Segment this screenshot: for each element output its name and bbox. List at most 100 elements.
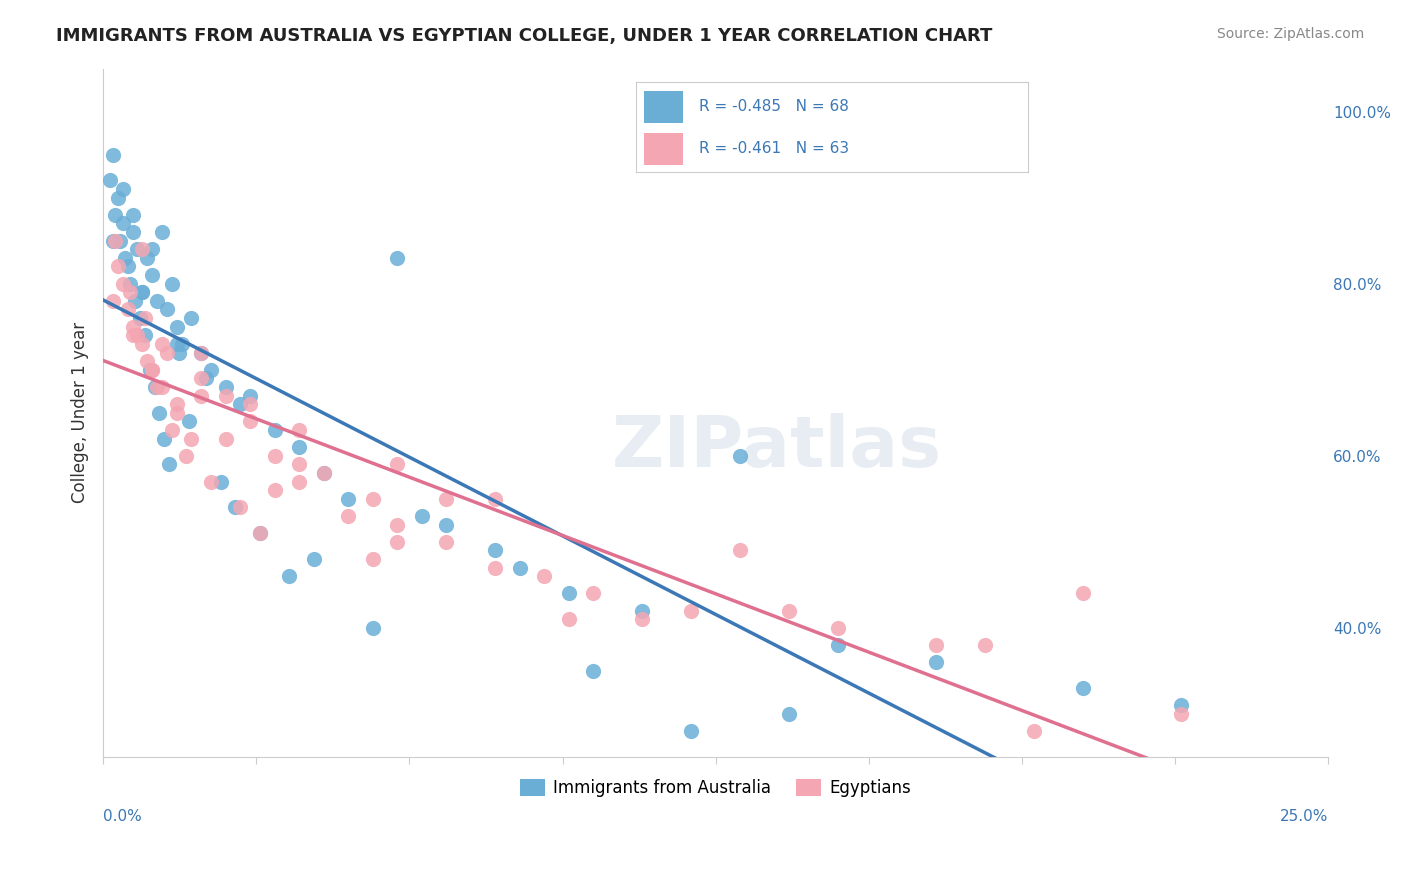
Point [138, 362, 160, 376]
Point [127, 242, 149, 256]
Point [214, 432, 236, 446]
Point [180, 311, 202, 326]
Point [361, 552, 384, 566]
Text: Source: ZipAtlas.com: Source: ZipAtlas.com [1216, 27, 1364, 41]
Point [136, 354, 159, 368]
Point [107, 191, 129, 205]
Point [778, 706, 800, 721]
Point [190, 388, 212, 402]
Point [224, 500, 246, 515]
Point [288, 458, 311, 472]
Point [141, 268, 163, 282]
Point [229, 397, 252, 411]
Point [120, 277, 142, 291]
Point [107, 260, 129, 274]
Point [101, 293, 124, 308]
Point [121, 328, 143, 343]
Point [136, 251, 159, 265]
Point [263, 483, 285, 498]
Point [180, 432, 202, 446]
Point [128, 311, 150, 326]
Point [141, 242, 163, 256]
Point [385, 458, 408, 472]
Point [1071, 681, 1094, 695]
Point [190, 345, 212, 359]
Point [104, 234, 127, 248]
Point [974, 638, 997, 652]
Point [1071, 586, 1094, 600]
Text: 25.0%: 25.0% [1279, 809, 1329, 823]
Point [111, 182, 134, 196]
Point [124, 293, 146, 308]
Point [484, 491, 506, 506]
Point [156, 345, 179, 359]
Point [134, 328, 156, 343]
Point [101, 234, 124, 248]
Point [925, 638, 948, 652]
Point [104, 208, 127, 222]
Point [434, 517, 457, 532]
Point [131, 285, 153, 300]
Point [827, 621, 849, 635]
Point [288, 475, 311, 489]
Point [631, 612, 654, 626]
Point [101, 147, 124, 161]
Point [1170, 706, 1192, 721]
Point [249, 526, 271, 541]
Point [170, 337, 193, 351]
Point [134, 311, 156, 326]
Point [150, 337, 173, 351]
Point [121, 225, 143, 239]
Point [827, 638, 849, 652]
Point [214, 388, 236, 402]
Point [156, 302, 179, 317]
Point [146, 293, 169, 308]
Point [114, 251, 136, 265]
Point [484, 560, 506, 574]
Point [337, 491, 360, 506]
Point [200, 475, 222, 489]
Point [166, 397, 188, 411]
Point [582, 586, 605, 600]
Point [214, 380, 236, 394]
Point [631, 604, 654, 618]
Point [263, 423, 285, 437]
Point [100, 173, 122, 187]
Point [288, 440, 311, 454]
Point [509, 560, 531, 574]
Point [533, 569, 555, 583]
Point [150, 380, 173, 394]
Point [146, 380, 169, 394]
Point [160, 277, 183, 291]
Point [681, 724, 703, 739]
Point [229, 500, 252, 515]
Point [681, 604, 703, 618]
Point [239, 397, 262, 411]
Legend: Immigrants from Australia, Egyptians: Immigrants from Australia, Egyptians [513, 772, 918, 804]
Point [239, 414, 262, 428]
Point [177, 414, 200, 428]
Point [312, 466, 335, 480]
Point [120, 285, 142, 300]
Point [302, 552, 325, 566]
Point [121, 319, 143, 334]
Point [195, 371, 218, 385]
Point [582, 664, 605, 678]
Point [312, 466, 335, 480]
Point [166, 319, 188, 334]
Point [728, 449, 751, 463]
Point [434, 534, 457, 549]
Point [728, 543, 751, 558]
Point [150, 225, 173, 239]
Point [153, 432, 176, 446]
Point [141, 362, 163, 376]
Point [121, 208, 143, 222]
Point [361, 491, 384, 506]
Text: IMMIGRANTS FROM AUSTRALIA VS EGYPTIAN COLLEGE, UNDER 1 YEAR CORRELATION CHART: IMMIGRANTS FROM AUSTRALIA VS EGYPTIAN CO… [56, 27, 993, 45]
Text: 0.0%: 0.0% [103, 809, 142, 823]
Point [141, 362, 163, 376]
Point [209, 475, 232, 489]
Point [484, 543, 506, 558]
Point [111, 216, 134, 230]
Point [111, 277, 134, 291]
